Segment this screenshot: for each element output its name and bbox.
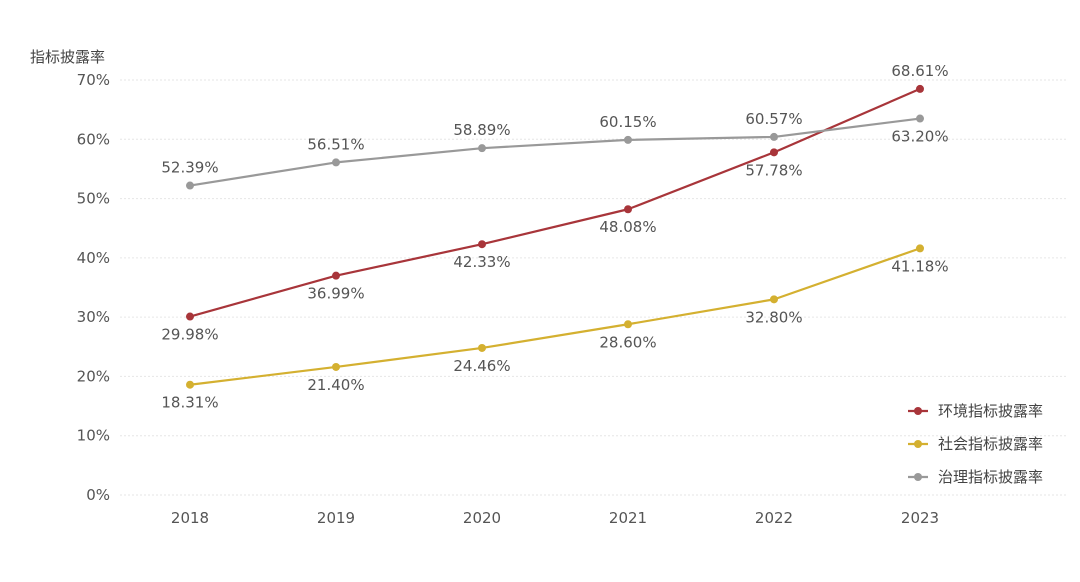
y-tick-label: 60% (77, 130, 110, 148)
series-line-2 (189, 117, 921, 187)
series-lines (186, 84, 924, 389)
legend-label: 环境指标披露率 (938, 402, 1043, 420)
data-point (186, 181, 194, 190)
x-tick-label: 2018 (171, 509, 209, 527)
data-point (916, 84, 924, 93)
data-point (332, 271, 340, 280)
data-label: 57.78% (745, 161, 802, 179)
data-label: 36.99% (307, 285, 364, 303)
data-point (186, 380, 194, 389)
data-point (624, 320, 632, 329)
legend-item: 环境指标披露率 (908, 402, 1043, 420)
y-tick-label: 10% (77, 427, 110, 445)
data-point (770, 148, 778, 157)
data-label: 21.40% (307, 376, 364, 394)
data-label: 41.18% (891, 257, 948, 275)
data-point (332, 362, 340, 371)
data-label: 32.80% (745, 308, 802, 326)
y-tick-label: 20% (77, 367, 110, 385)
x-tick-label: 2023 (901, 509, 939, 527)
data-point (478, 144, 486, 153)
data-label: 56.51% (307, 135, 364, 153)
y-tick-label: 30% (77, 308, 110, 326)
data-label: 60.57% (745, 110, 802, 128)
x-tick-label: 2021 (609, 509, 647, 527)
data-labels: 29.98% 36.99% 42.33% 48.08% 57.78% 68.61% 18.3… (161, 62, 948, 412)
legend-marker (914, 473, 922, 481)
data-point (624, 205, 632, 214)
legend-marker (914, 440, 922, 448)
data-point (478, 343, 486, 352)
data-point (624, 135, 632, 144)
y-tick-label: 50% (77, 190, 110, 208)
legend-label: 社会指标披露率 (938, 435, 1043, 453)
data-label: 42.33% (453, 253, 510, 271)
legend-label: 治理指标披露率 (938, 468, 1043, 486)
data-label: 18.31% (161, 394, 218, 412)
series-line-1 (189, 247, 921, 386)
data-point (916, 114, 924, 123)
legend-item: 社会指标披露率 (908, 435, 1043, 453)
data-point (770, 132, 778, 141)
x-tick-label: 2019 (317, 509, 355, 527)
y-axis-title: 指标披露率 (30, 48, 105, 66)
data-label: 68.61% (891, 62, 948, 80)
data-label: 28.60% (599, 333, 656, 351)
x-tick-label: 2022 (755, 509, 793, 527)
data-label: 29.98% (161, 326, 218, 344)
series-line-0 (189, 87, 921, 318)
data-label: 60.15% (599, 113, 656, 131)
data-label: 48.08% (599, 218, 656, 236)
x-tick-label: 2020 (463, 509, 501, 527)
data-label: 52.39% (161, 159, 218, 177)
y-tick-label: 70% (77, 71, 110, 89)
legend-item: 治理指标披露率 (908, 468, 1043, 486)
data-point (332, 158, 340, 167)
y-tick-label: 0% (86, 486, 110, 504)
data-label: 58.89% (453, 121, 510, 139)
data-point (478, 240, 486, 249)
grid-lines (120, 79, 1068, 496)
data-point (770, 295, 778, 304)
data-label: 63.20% (891, 128, 948, 146)
axes: 指标披露率 0% 10% 20% 30% 40% 50% 60% 70% 2018 2019 202… (30, 48, 939, 527)
data-point (186, 312, 194, 321)
y-tick-label: 40% (77, 249, 110, 267)
legend-marker (914, 407, 922, 415)
data-point (916, 244, 924, 253)
data-label: 24.46% (453, 357, 510, 375)
